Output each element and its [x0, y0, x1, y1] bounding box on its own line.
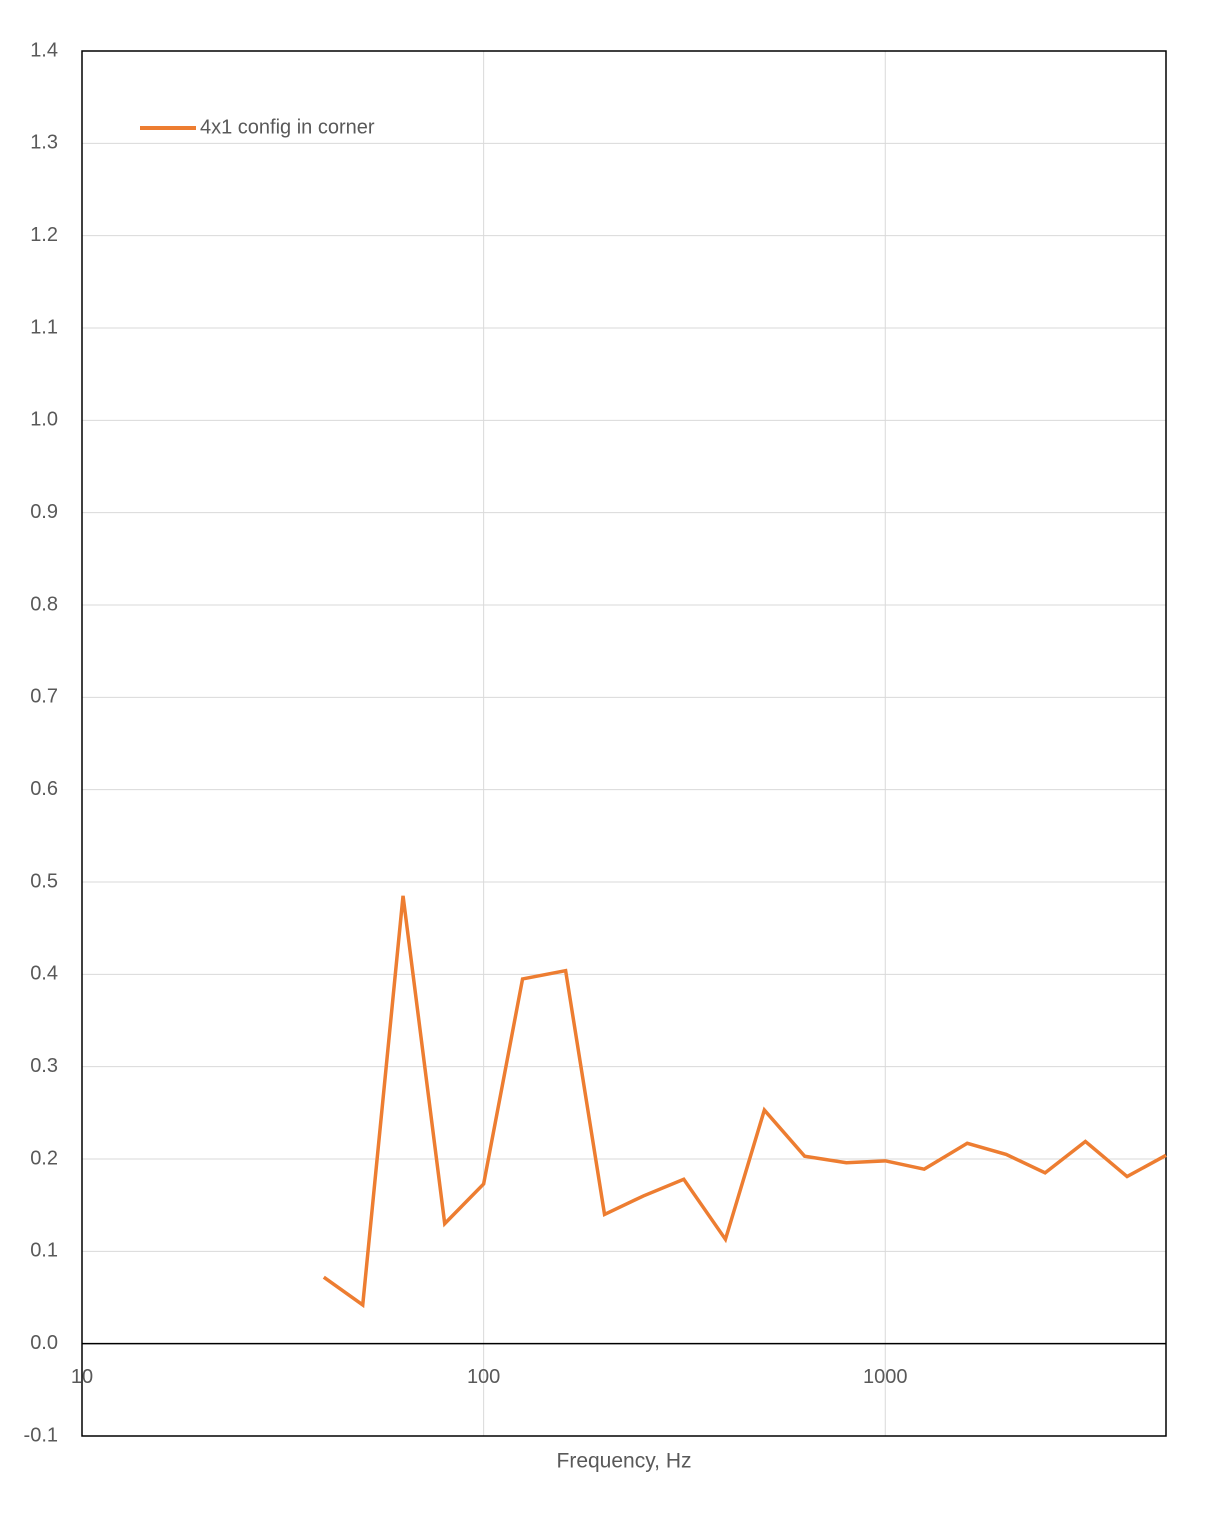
y-tick-label: 0.3 [30, 1055, 58, 1077]
y-tick-label: 1.1 [30, 316, 58, 338]
y-tick-label: 0.4 [30, 963, 58, 985]
y-tick-label: 1.0 [30, 409, 58, 431]
y-tick-label: -0.1 [24, 1424, 58, 1446]
y-tick-label: 0.1 [30, 1240, 58, 1262]
y-tick-label: 0.9 [30, 501, 58, 523]
y-tick-label: 0.8 [30, 593, 58, 615]
x-tick-label: 100 [467, 1366, 500, 1388]
y-tick-label: 0.2 [30, 1147, 58, 1169]
plot-border [81, 50, 1167, 1437]
y-tick-label: 0.7 [30, 686, 58, 708]
y-tick-label: 0.6 [30, 778, 58, 800]
y-tick-label: 0.5 [30, 870, 58, 892]
legend-label: 4x1 config in corner [200, 116, 375, 138]
y-tick-label: 1.2 [30, 224, 58, 246]
y-tick-label: 1.3 [30, 132, 58, 154]
y-tick-label: 0.0 [30, 1332, 58, 1354]
y-tick-label: 1.4 [30, 39, 58, 61]
data-line [322, 895, 1167, 1309]
x-tick-label: 1000 [863, 1366, 908, 1388]
x-axis-label: Frequency, Hz [557, 1450, 692, 1473]
